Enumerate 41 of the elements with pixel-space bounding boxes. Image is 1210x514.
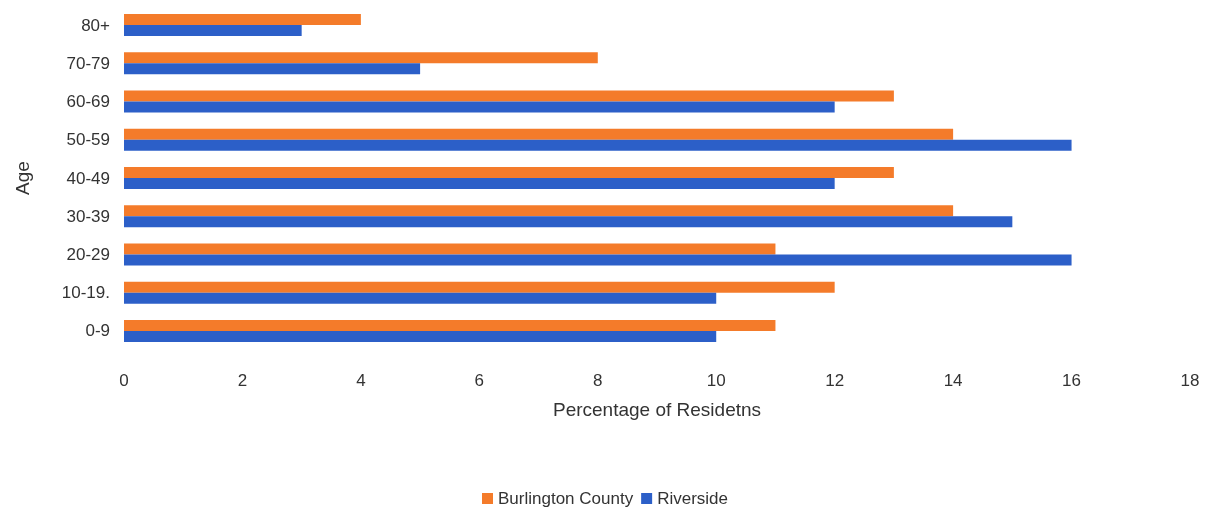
bar <box>124 63 421 75</box>
y-tick-label: 0-9 <box>85 321 110 341</box>
y-tick-label: 60-69 <box>66 92 110 112</box>
bar <box>124 254 1072 266</box>
y-tick-label: 10-19. <box>61 283 110 303</box>
bar <box>124 14 361 26</box>
x-tick-label: 2 <box>237 371 248 390</box>
bar <box>124 319 776 331</box>
x-tick-label: 14 <box>943 371 963 390</box>
bar <box>124 128 954 140</box>
bar <box>124 167 894 178</box>
y-tick-label: 80+ <box>81 15 111 35</box>
bar <box>124 139 1072 151</box>
bar <box>124 178 835 189</box>
y-tick-label: 20-29 <box>66 244 110 264</box>
x-tick-label: 16 <box>1062 371 1082 390</box>
bar <box>124 281 835 293</box>
y-tick-label: 50-59 <box>66 130 110 150</box>
x-tick-label: 10 <box>706 371 726 390</box>
y-tick-label: 40-49 <box>66 168 110 188</box>
bar <box>124 205 954 217</box>
x-tick-label: 12 <box>825 371 845 390</box>
x-axis-title: Percentage of Residetns <box>552 399 762 420</box>
x-tick-label: 8 <box>593 371 603 390</box>
bar <box>124 330 717 342</box>
x-tick-label: 4 <box>356 371 366 390</box>
bar <box>124 101 835 113</box>
x-tick-label: 6 <box>474 371 485 390</box>
x-tick-label: 0 <box>119 371 129 390</box>
bar <box>124 243 776 255</box>
legend-label: Riverside <box>657 489 728 508</box>
y-axis-title: Age <box>12 161 33 195</box>
y-tick-label: 70-79 <box>66 53 110 73</box>
legend-label: Burlington County <box>498 489 634 508</box>
x-tick-label: 18 <box>1180 371 1200 390</box>
bar <box>124 25 302 37</box>
bar <box>124 216 1013 228</box>
bar <box>124 292 717 304</box>
y-tick-label: 30-39 <box>66 206 110 226</box>
bar <box>124 90 894 102</box>
bar <box>124 52 598 64</box>
